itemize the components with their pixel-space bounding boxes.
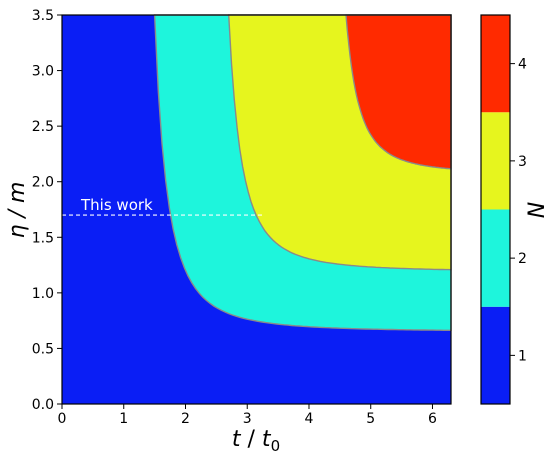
colorbar-segment-2 [481, 209, 510, 307]
colorbar-label: N [525, 202, 550, 218]
colorbar: 1 2 3 4 [480, 14, 527, 405]
x-tick-label: 1 [119, 411, 128, 427]
y-tick-label: 0.0 [32, 397, 54, 413]
colorbar-segment-1 [481, 306, 510, 404]
colorbar-segment-3 [481, 112, 510, 210]
y-tick-label: 2.5 [32, 119, 54, 135]
x-axis-label: t / t0 [232, 427, 280, 455]
x-tick-label: 2 [181, 411, 190, 427]
x-tick-label: 5 [366, 411, 375, 427]
y-axis: 0.0 0.5 1.0 1.5 2.0 2.5 3.0 3.5 [32, 8, 62, 413]
plot-frame [61, 14, 452, 405]
y-tick-label: 3.0 [32, 64, 54, 80]
region-n-4 [345, 14, 452, 170]
x-tick-label: 0 [58, 411, 67, 427]
this-work-label: This work [80, 196, 153, 214]
y-axis-label: η / m [5, 182, 30, 239]
plot-area: This work [61, 14, 452, 405]
y-tick-label: 3.5 [32, 8, 54, 24]
y-tick-label: 1.5 [32, 230, 54, 246]
colorbar-segment-4 [481, 15, 510, 113]
colorbar-tick-label: 3 [518, 154, 527, 170]
y-tick-label: 2.0 [32, 175, 54, 191]
colorbar-frame [480, 14, 511, 405]
x-tick-label: 6 [428, 411, 437, 427]
x-tick-label: 3 [243, 411, 252, 427]
x-axis: 0 1 2 3 4 5 6 [58, 404, 437, 427]
colorbar-tick-label: 1 [518, 348, 527, 364]
y-tick-label: 1.0 [32, 286, 54, 302]
colorbar-tick-label: 2 [518, 251, 527, 267]
x-tick-label: 4 [305, 411, 314, 427]
y-tick-label: 0.5 [32, 341, 54, 357]
colorbar-tick-label: 4 [518, 57, 527, 73]
